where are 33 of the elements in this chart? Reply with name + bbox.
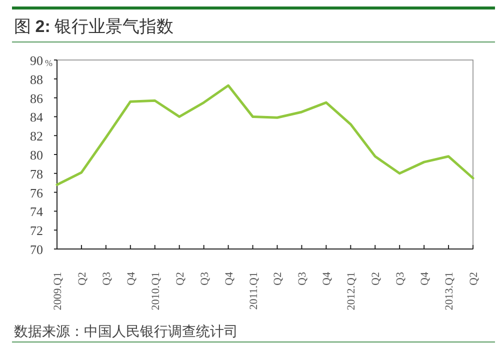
y-tick-label: 78 (30, 166, 43, 182)
x-tick-label: 2009.Q1 (52, 272, 64, 310)
y-tick-label: 90 (30, 53, 43, 68)
x-tick-label: Q3 (296, 272, 309, 286)
x-tick-label: Q3 (198, 272, 211, 286)
y-tick-label: 84 (30, 110, 44, 125)
y-tick-label: 74 (30, 204, 44, 220)
x-tick-label: Q2 (174, 272, 186, 286)
x-tick-label: Q2 (272, 272, 284, 286)
y-tick-label: 80 (30, 148, 43, 162)
x-tick-label: 2013.Q1 (444, 272, 456, 310)
x-tick-label: Q4 (223, 272, 236, 286)
x-tick-label: Q4 (419, 272, 432, 286)
chart-title: 图 2: 银行业景气指数 (14, 17, 174, 36)
y-tick-label: 88 (30, 72, 43, 87)
y-tick-label: 86 (30, 90, 44, 106)
y-axis-title: % (45, 58, 53, 68)
x-tick-label: Q2 (370, 272, 382, 286)
x-tick-label: Q4 (125, 272, 138, 286)
x-tick-label: Q2 (468, 272, 480, 286)
x-tick-label: Q3 (394, 272, 407, 286)
y-tick-label: 70 (30, 242, 43, 257)
x-tick-label: Q2 (76, 272, 88, 286)
y-tick-label: 76 (30, 185, 44, 200)
x-tick-label: 2010.Q1 (150, 272, 162, 310)
x-tick-label: 2011.Q1 (248, 272, 260, 310)
y-tick-label: 82 (30, 128, 43, 144)
x-tick-label: Q3 (100, 272, 113, 286)
source-note: 数据来源：中国人民银行调查统计司 (14, 324, 238, 340)
x-tick-label: Q4 (321, 272, 334, 286)
line-series (56, 84, 474, 186)
y-tick-label: 72 (30, 223, 43, 238)
x-tick-label: 2012.Q1 (346, 272, 358, 310)
